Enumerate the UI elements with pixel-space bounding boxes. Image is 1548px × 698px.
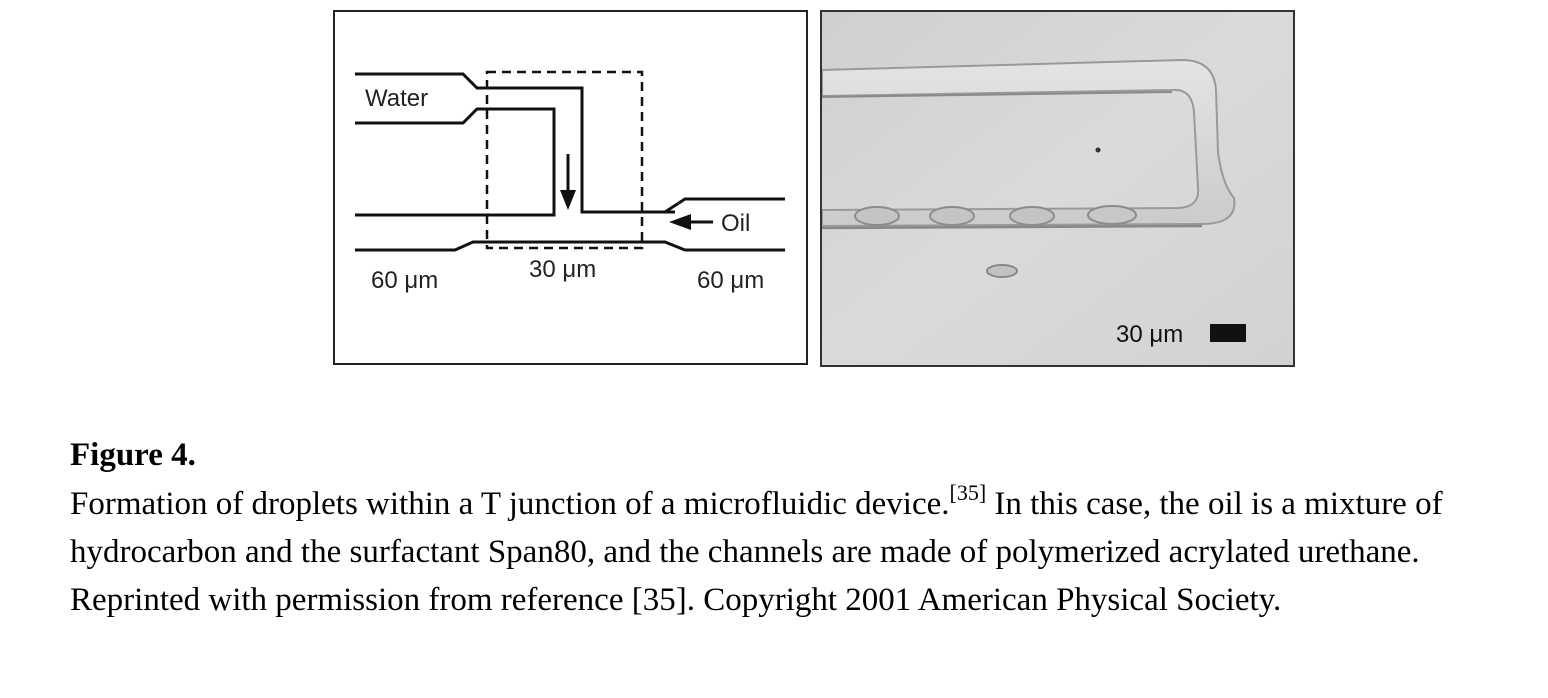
caption-text-part1: Formation of droplets within a T junctio… — [70, 486, 950, 522]
oil-label: Oil — [721, 210, 750, 237]
droplet — [854, 206, 900, 226]
right-width-label: 60 μm — [697, 267, 764, 294]
oil-flow-arrow-head — [669, 214, 691, 230]
channel-shadow-line-lower — [822, 224, 1203, 230]
droplet — [1009, 206, 1055, 226]
figure-description: Formation of droplets within a T junctio… — [70, 480, 1540, 624]
droplet-micrograph: 30 μm — [820, 10, 1295, 367]
channel-shadow-line — [822, 91, 1173, 98]
water-label: Water — [365, 85, 428, 112]
figure-caption: Figure 4. Formation of droplets within a… — [70, 436, 1540, 624]
droplet — [986, 264, 1018, 278]
speck — [1095, 147, 1101, 153]
oil-channel-upper-wall — [582, 197, 785, 214]
water-flow-arrow-head — [560, 190, 576, 210]
droplet — [1087, 205, 1137, 225]
citation-superscript: [35] — [949, 480, 987, 505]
figure-title: Figure 4. — [70, 437, 196, 473]
mid-width-label: 30 μm — [529, 256, 596, 283]
main-channel-bottom-wall — [355, 240, 785, 252]
upper-channel — [822, 58, 1236, 228]
droplet — [929, 206, 975, 226]
scale-bar-label: 30 μm — [1116, 321, 1183, 348]
scale-bar — [1210, 324, 1246, 342]
schematic-drawing: Water Oil 60 μm 30 μm 60 μm — [355, 70, 785, 294]
dashed-region — [485, 70, 644, 250]
caption-text-part2: In this case, the oil is a mixture of hy… — [70, 486, 1443, 618]
water-channel-bottom-wall — [355, 107, 556, 217]
t-junction-schematic: Water Oil 60 μm 30 μm 60 μm — [333, 10, 808, 365]
micrograph-image: 30 μm — [822, 12, 1293, 365]
left-width-label: 60 μm — [371, 267, 438, 294]
